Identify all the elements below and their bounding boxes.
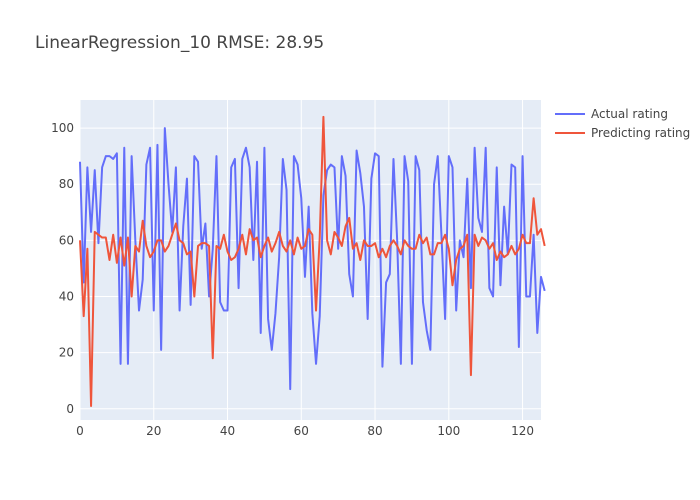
series-line-actual[interactable] <box>79 127 546 391</box>
legend-label-actual: Actual rating <box>591 106 668 121</box>
legend-label-predicting: Predicting rating <box>591 125 691 140</box>
chart-title: LinearRegression_10 RMSE: 28.95 <box>35 33 325 53</box>
y-tick-label: 20 <box>59 346 74 360</box>
tick-layer: 0 20 40 60 80 100 120 0 20 40 60 80 100 <box>51 121 534 438</box>
series-layer <box>79 115 546 407</box>
series-line-predicting[interactable] <box>79 115 546 407</box>
legend[interactable]: Actual rating Predicting rating <box>555 104 690 142</box>
y-tick-label: 0 <box>66 402 74 416</box>
legend-item-actual[interactable]: Actual rating <box>555 104 690 123</box>
legend-item-predicting[interactable]: Predicting rating <box>555 123 690 142</box>
legend-swatch-actual <box>555 112 585 115</box>
x-tick-label: 0 <box>76 424 84 438</box>
legend-swatch-predicting <box>555 131 585 134</box>
y-tick-label: 60 <box>59 233 74 247</box>
x-tick-label: 40 <box>220 424 235 438</box>
x-tick-label: 100 <box>437 424 460 438</box>
x-tick-label: 60 <box>294 424 309 438</box>
y-tick-label: 40 <box>59 289 74 303</box>
x-tick-label: 120 <box>511 424 534 438</box>
x-tick-label: 20 <box>146 424 161 438</box>
x-tick-label: 80 <box>367 424 382 438</box>
y-tick-label: 80 <box>59 177 74 191</box>
y-tick-label: 100 <box>51 121 74 135</box>
